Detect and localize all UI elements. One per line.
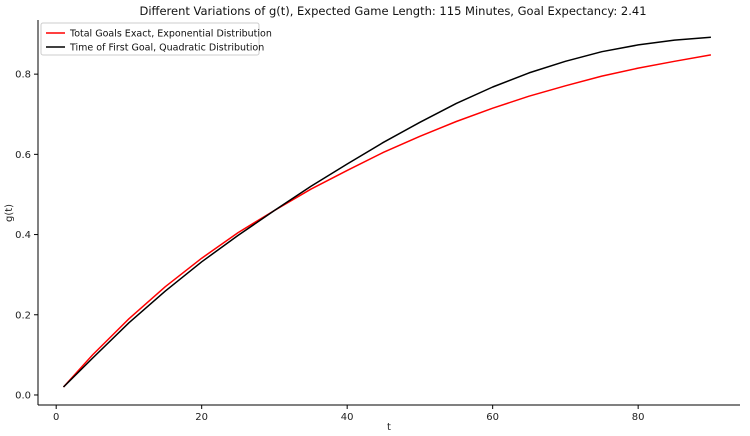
y-tick-label: 0.8 xyxy=(15,70,31,81)
legend-label-series-1: Total Goals Exact, Exponential Distribut… xyxy=(69,29,272,40)
legend-box xyxy=(40,22,260,56)
y-tick-label: 0.0 xyxy=(15,390,31,401)
series-line-1 xyxy=(62,54,712,388)
y-tick-label: 0.6 xyxy=(15,150,31,161)
y-axis-label: g(t) xyxy=(4,204,15,222)
y-tick-label: 0.2 xyxy=(15,310,31,321)
x-tick-label: 80 xyxy=(632,412,645,423)
legend-label-series-2: Time of First Goal, Quadratic Distributi… xyxy=(69,43,264,54)
chart-title: Different Variations of g(t), Expected G… xyxy=(139,4,646,18)
legend: Total Goals Exact, Exponential Distribut… xyxy=(40,22,272,56)
series-line-2 xyxy=(62,36,711,388)
x-tick-label: 0 xyxy=(53,412,59,423)
y-ticks: 0.0 0.2 0.4 0.6 0.8 xyxy=(15,70,38,401)
y-tick-label: 0.4 xyxy=(15,230,31,241)
plot-area xyxy=(62,36,712,388)
x-tick-label: 40 xyxy=(341,412,354,423)
x-tick-label: 20 xyxy=(195,412,208,423)
x-axis-label: t xyxy=(387,422,391,433)
x-ticks: 0 20 40 60 80 xyxy=(53,405,645,423)
x-tick-label: 60 xyxy=(486,412,499,423)
